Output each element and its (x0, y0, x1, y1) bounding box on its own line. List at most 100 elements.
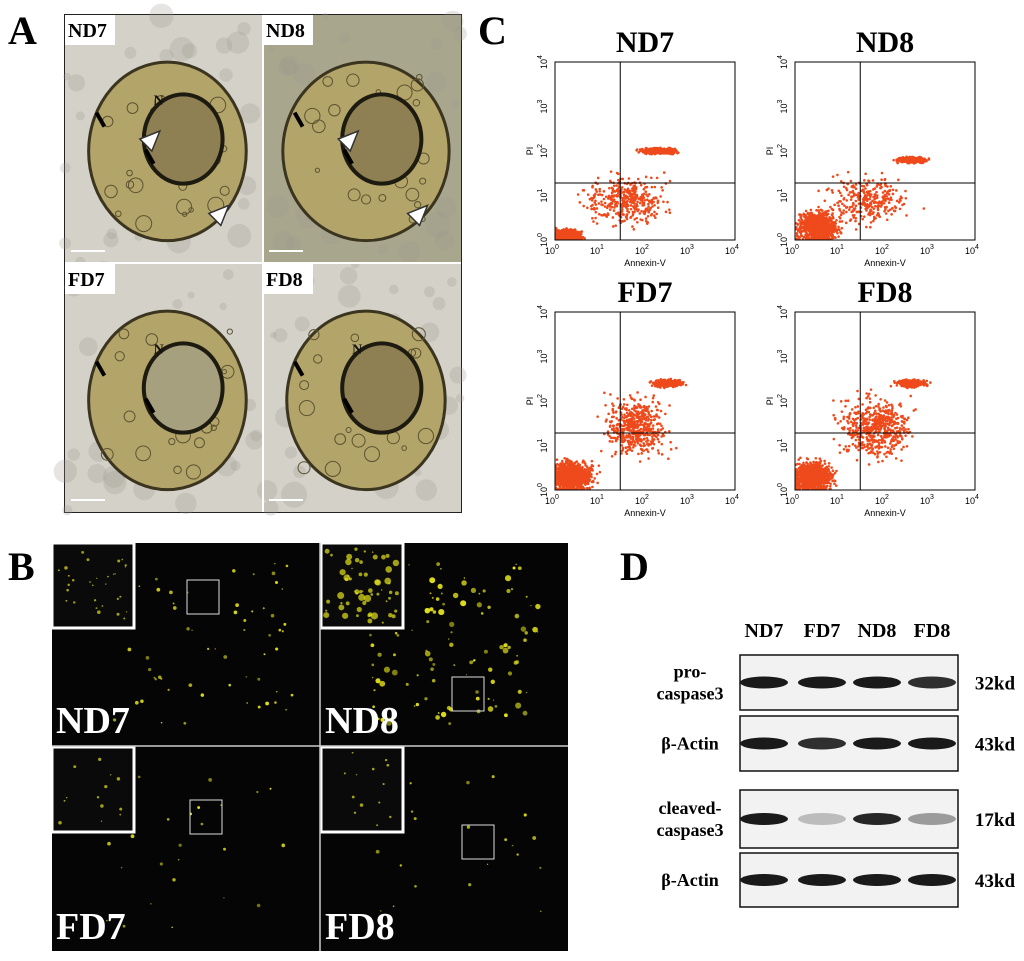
x-tick-label: 103 (680, 244, 694, 256)
event-dot (880, 200, 884, 204)
event-dot (810, 213, 813, 217)
em-image: ND8 (263, 10, 467, 263)
event-dot (648, 148, 652, 151)
event-dot (883, 178, 887, 182)
arrow (292, 360, 305, 377)
event-dot (566, 457, 569, 461)
event-dot (623, 201, 627, 204)
event-dot (638, 201, 642, 205)
event-dot (581, 465, 584, 469)
organelle (350, 333, 360, 343)
event-dot (890, 207, 894, 210)
event-dot (636, 209, 640, 213)
em-texture (449, 366, 467, 384)
event-dot (591, 485, 594, 489)
event-dot (799, 231, 803, 235)
event-dot (629, 396, 633, 400)
organelle (145, 333, 159, 346)
event-dot (636, 220, 639, 224)
x-tick-label: 102 (635, 244, 649, 256)
event-dot (561, 483, 564, 487)
event-dot (590, 459, 594, 463)
event-dot (822, 233, 825, 236)
organelle (126, 169, 133, 177)
event-dot (642, 211, 646, 214)
tick-base: 10 (725, 246, 735, 256)
event-dot (629, 207, 633, 211)
event-dot (597, 202, 601, 205)
event-dot (822, 224, 826, 228)
event-dot (624, 205, 628, 209)
event-dot (583, 477, 586, 481)
event-dot (577, 231, 581, 235)
em-texture (106, 228, 118, 240)
em-texture (398, 241, 421, 263)
organelle (126, 102, 139, 114)
em-texture (219, 68, 233, 82)
event-dot (602, 197, 606, 201)
event-dot (886, 191, 889, 194)
event-dot (573, 475, 576, 479)
event-dot (643, 198, 647, 202)
event-dot (848, 205, 852, 209)
em-texture (426, 72, 446, 92)
em-texture (281, 481, 308, 508)
event-dot (593, 208, 596, 211)
em-texture (339, 267, 358, 285)
event-dot (632, 446, 635, 449)
event-dot (579, 483, 583, 486)
event-dot (612, 411, 615, 414)
em-texture (293, 63, 315, 86)
event-dot (885, 218, 889, 222)
panel-label: C (478, 8, 507, 53)
em-texture (351, 260, 360, 269)
event-dot (612, 198, 616, 202)
event-dot (895, 199, 899, 203)
plot-title: ND8 (856, 26, 914, 59)
event-dot (622, 190, 626, 194)
event-dot (900, 196, 903, 200)
arrowhead (336, 129, 360, 153)
tick-exponent: 1 (600, 244, 604, 251)
event-dot (834, 227, 837, 230)
event-dot (821, 215, 824, 218)
tick-base: 10 (779, 237, 789, 247)
event-dot (625, 403, 629, 407)
event-dot (578, 201, 582, 204)
event-dot (891, 192, 895, 196)
event-dot (606, 433, 610, 436)
event-dot (826, 230, 830, 234)
event-dot (898, 207, 902, 211)
y-axis-label: PI (765, 147, 775, 156)
event-dot (806, 211, 810, 215)
event-dot (802, 214, 806, 218)
organelle (185, 464, 202, 480)
event-dot (581, 188, 585, 192)
event-dot (884, 184, 887, 188)
em-texture (59, 237, 71, 250)
tick-base: 10 (590, 246, 600, 256)
organelle (401, 445, 407, 451)
event-dot (642, 187, 646, 191)
event-dot (563, 477, 566, 480)
event-dot (864, 196, 868, 200)
event-dot (881, 191, 885, 194)
event-dot (837, 235, 840, 238)
em-texture (452, 99, 460, 108)
event-dot (574, 234, 578, 237)
event-dot (566, 485, 570, 489)
event-dot (609, 170, 613, 173)
event-dot (814, 217, 817, 221)
organelle (135, 215, 153, 233)
event-dot (659, 386, 662, 389)
event-dot (842, 197, 846, 200)
event-dot (871, 179, 875, 182)
event-dot (805, 219, 808, 223)
event-dot (614, 204, 617, 207)
flow-plot: FD7100100101101102102103103104104Annexin… (525, 276, 739, 518)
event-dot (869, 221, 873, 224)
event-dot (845, 199, 849, 202)
event-dot (645, 185, 649, 189)
y-axis-label: PI (525, 147, 535, 156)
